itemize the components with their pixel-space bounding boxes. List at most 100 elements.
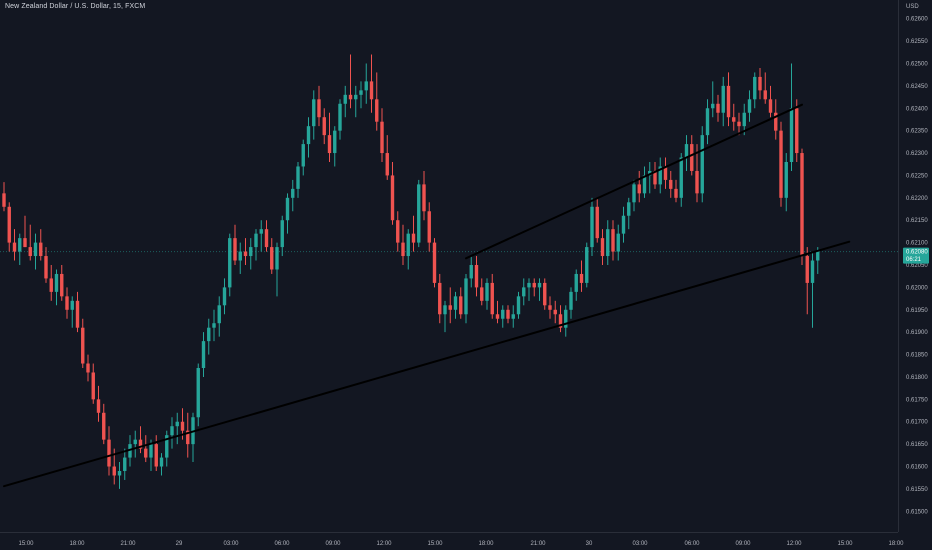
candle-body-up bbox=[406, 233, 410, 257]
candle bbox=[548, 296, 552, 319]
candle bbox=[385, 135, 389, 180]
price-tick-label: 0.61800 bbox=[906, 375, 928, 381]
candle bbox=[679, 153, 683, 207]
candle bbox=[375, 72, 379, 131]
candle bbox=[737, 112, 741, 136]
candle-body-up bbox=[296, 166, 300, 189]
candle-body-down bbox=[23, 238, 27, 248]
candle bbox=[448, 287, 452, 324]
candle-body-up bbox=[217, 305, 221, 324]
candle bbox=[117, 462, 122, 489]
candle bbox=[91, 363, 95, 404]
candle-body-down bbox=[243, 251, 248, 257]
time-tick-label: 15:00 bbox=[837, 541, 853, 547]
candle-body-down bbox=[579, 273, 584, 283]
candle-body-down bbox=[270, 247, 274, 270]
candle bbox=[270, 238, 274, 274]
time-tick-label: 18:00 bbox=[478, 541, 494, 547]
candle-body-up bbox=[742, 112, 746, 127]
candle-body-down bbox=[800, 153, 804, 257]
candle-body-up bbox=[123, 457, 127, 471]
candle-body-down bbox=[138, 439, 143, 449]
price-tick-label: 0.61750 bbox=[906, 397, 928, 403]
candle-body-up bbox=[159, 457, 164, 467]
candle-body-up bbox=[684, 144, 689, 158]
candle-body-down bbox=[774, 112, 778, 131]
candle bbox=[81, 318, 85, 368]
candle-body-up bbox=[417, 184, 421, 243]
candle bbox=[632, 179, 636, 212]
candle bbox=[354, 85, 358, 118]
candle bbox=[753, 72, 757, 109]
candle bbox=[459, 287, 463, 319]
candle bbox=[611, 220, 615, 261]
candle bbox=[128, 435, 132, 467]
candle-body-up bbox=[54, 273, 59, 292]
upper-trendline[interactable] bbox=[465, 103, 803, 260]
candle bbox=[522, 278, 526, 306]
candle-body-down bbox=[107, 439, 111, 467]
trendlines-layer[interactable] bbox=[3, 103, 851, 488]
candle-body-down bbox=[180, 421, 185, 431]
candle-body-up bbox=[627, 202, 631, 216]
candle-body-up bbox=[117, 471, 122, 476]
time-tick-label: 18:00 bbox=[69, 541, 85, 547]
price-tick-label: 0.61500 bbox=[906, 509, 928, 515]
candle-body-up bbox=[338, 103, 342, 131]
candle bbox=[417, 179, 421, 248]
candle bbox=[201, 332, 206, 377]
candle-body-down bbox=[186, 430, 190, 445]
candle-body-up bbox=[70, 300, 74, 310]
price-axis[interactable]: 0.62600 0.62550 0.62500 0.62450 0.62400 0.623… bbox=[906, 17, 928, 516]
candle bbox=[768, 85, 773, 118]
candle-body-down bbox=[716, 103, 720, 113]
candle bbox=[590, 197, 594, 257]
candle-body-down bbox=[506, 309, 510, 319]
candle-body-down bbox=[611, 229, 615, 252]
candle-body-up bbox=[128, 444, 132, 458]
candle bbox=[317, 85, 321, 127]
candle-body-down bbox=[674, 188, 678, 198]
candle bbox=[700, 126, 704, 203]
candle bbox=[70, 296, 74, 328]
candle-body-up bbox=[254, 233, 258, 248]
candle bbox=[49, 265, 53, 301]
time-tick-label: 06:00 bbox=[684, 541, 700, 547]
price-tick-label: 0.62050 bbox=[906, 263, 928, 269]
price-tick-label: 0.62500 bbox=[906, 61, 928, 67]
candle-body-down bbox=[474, 265, 479, 288]
candle bbox=[432, 238, 437, 288]
candle bbox=[238, 242, 242, 274]
candle-body-up bbox=[18, 238, 22, 252]
candle bbox=[763, 72, 767, 104]
time-tick-label: 12:00 bbox=[376, 541, 392, 547]
candle bbox=[138, 426, 143, 454]
time-axis[interactable]: 15:00 18:00 21:00 29 03:00 06:00 09:00 12:00 15:… bbox=[18, 541, 904, 547]
candle-body-down bbox=[401, 242, 405, 257]
candle bbox=[789, 63, 794, 171]
candle bbox=[7, 202, 11, 252]
candle-body-down bbox=[60, 273, 64, 297]
candle-body-up bbox=[700, 135, 704, 194]
price-tick-label: 0.62300 bbox=[906, 151, 928, 157]
candle bbox=[333, 126, 337, 167]
candle bbox=[516, 291, 521, 319]
lower-trendline[interactable] bbox=[3, 240, 851, 488]
candle-body-up bbox=[537, 282, 542, 288]
candle-body-up bbox=[212, 323, 216, 328]
candle bbox=[616, 224, 620, 261]
candle-body-up bbox=[585, 247, 589, 283]
price-tick-label: 0.62550 bbox=[906, 39, 928, 45]
candle-body-down bbox=[669, 179, 673, 189]
candle-body-down bbox=[411, 233, 416, 243]
candle-body-down bbox=[65, 296, 69, 310]
candle bbox=[170, 417, 174, 449]
candle bbox=[627, 197, 631, 230]
candle-body-up bbox=[149, 444, 153, 458]
candle bbox=[595, 197, 599, 243]
candle bbox=[427, 202, 431, 252]
symbol-title[interactable]: New Zealand Dollar / U.S. Dollar, 15, FX… bbox=[5, 3, 146, 10]
candle bbox=[228, 233, 232, 297]
candle-body-up bbox=[285, 197, 290, 221]
